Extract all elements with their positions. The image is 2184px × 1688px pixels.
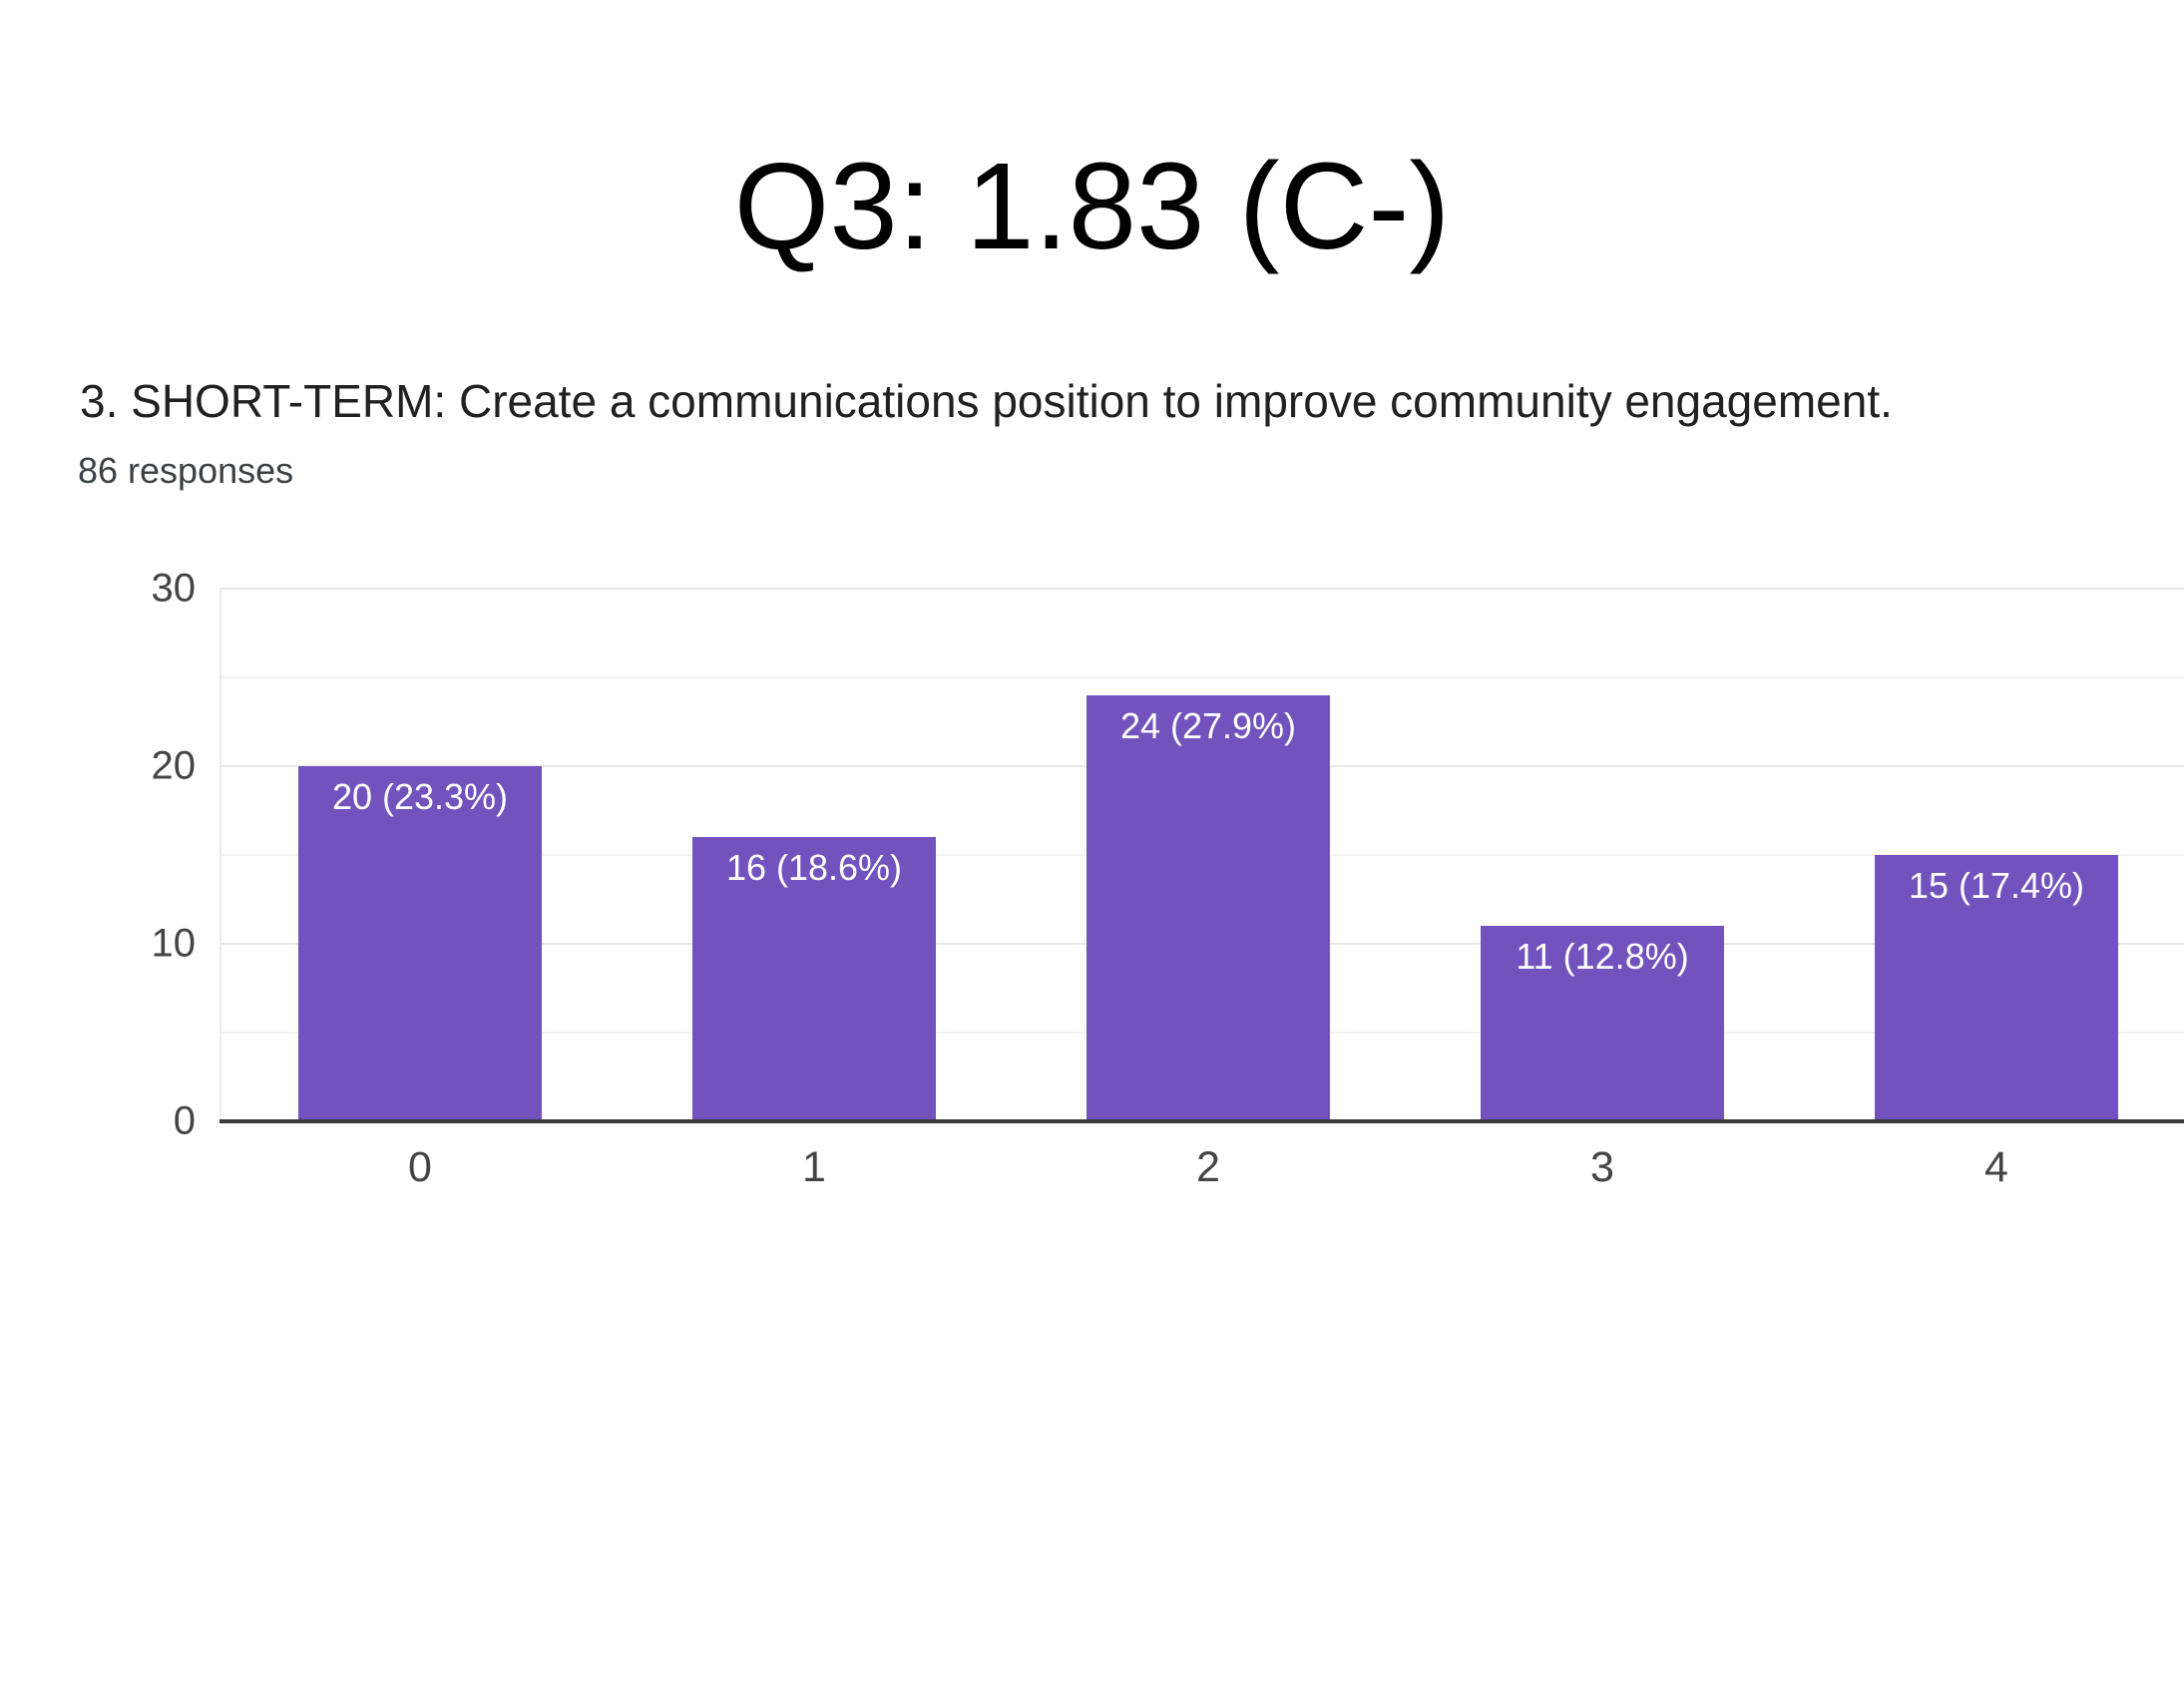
x-axis-tick-label: 4 bbox=[1984, 1143, 2008, 1191]
bar bbox=[692, 837, 936, 1121]
gridline bbox=[219, 676, 2184, 678]
bar bbox=[1875, 855, 2118, 1121]
bar-value-label: 24 (27.9%) bbox=[1119, 704, 1297, 746]
y-axis-tick-label: 30 bbox=[151, 566, 197, 611]
bar-value-label: 16 (18.6%) bbox=[725, 847, 903, 889]
gridline bbox=[219, 588, 2184, 590]
x-axis-tick-label: 0 bbox=[408, 1143, 432, 1191]
slide-title: Q3: 1.83 (C-) bbox=[733, 139, 1451, 275]
x-axis-tick-label: 1 bbox=[802, 1143, 826, 1191]
y-axis-tick-label: 20 bbox=[151, 743, 197, 788]
bar-value-label: 20 (23.3%) bbox=[331, 776, 509, 817]
question-title: 3. SHORT-TERM: Create a communications p… bbox=[80, 375, 1893, 427]
x-axis-tick-label: 2 bbox=[1196, 1143, 1220, 1191]
plot-left-border bbox=[219, 589, 221, 1121]
x-axis-line bbox=[219, 1119, 2184, 1123]
y-axis-tick-label: 10 bbox=[151, 921, 197, 966]
x-axis-tick-label: 3 bbox=[1590, 1143, 1614, 1191]
bar bbox=[1087, 694, 1330, 1121]
bar bbox=[298, 766, 542, 1121]
y-axis-tick-label: 0 bbox=[173, 1098, 196, 1143]
bar bbox=[1481, 926, 1724, 1121]
response-count: 86 responses bbox=[78, 450, 294, 491]
bar-value-label: 11 (12.8%) bbox=[1516, 936, 1689, 978]
bar-value-label: 15 (17.4%) bbox=[1908, 865, 2085, 906]
